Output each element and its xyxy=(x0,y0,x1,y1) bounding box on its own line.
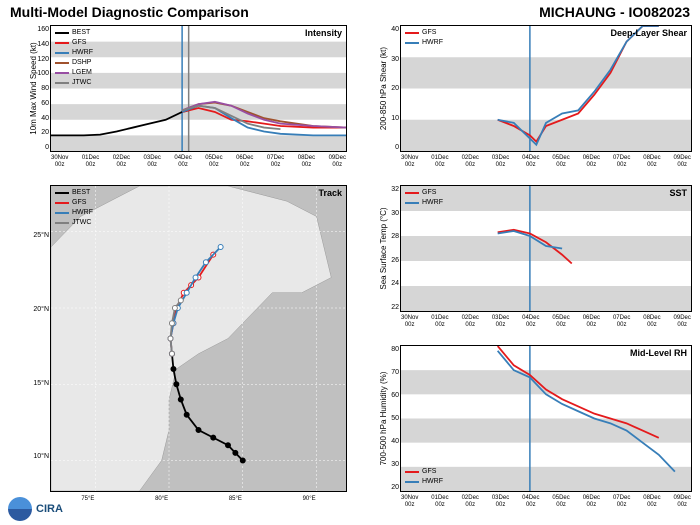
sst-xaxis: 30Nov00z01Dec00z02Dec00z03Dec00z04Dec00z… xyxy=(401,315,691,329)
sst-yaxis: 222426283032 xyxy=(383,186,399,311)
intensity-xaxis: 30Nov00z01Dec00z02Dec00z03Dec00z04Dec00z… xyxy=(51,155,346,169)
noaa-logo-icon xyxy=(8,497,32,521)
cira-logo-text: CIRA xyxy=(36,503,63,515)
rh-legend: GFSHWRF xyxy=(405,467,443,487)
panel-track: Track BESTGFSHWRFJTWC 10°N15°N20°N25°N 7… xyxy=(50,185,347,492)
shear-title: Deep-Layer Shear xyxy=(610,28,687,38)
track-title: Track xyxy=(318,188,342,198)
intensity-title: Intensity xyxy=(305,28,342,38)
sst-legend: GFSHWRF xyxy=(405,188,443,208)
rh-title: Mid-Level RH xyxy=(630,348,687,358)
track-yaxis: 10°N15°N20°N25°N xyxy=(21,232,49,461)
storm-title: MICHAUNG - IO082023 xyxy=(539,4,690,20)
shear-yaxis: 010203040 xyxy=(383,26,399,151)
logos: CIRA xyxy=(8,497,63,521)
panel-rh: Mid-Level RH 700-500 hPa Humidity (%) GF… xyxy=(400,345,692,492)
track-legend: BESTGFSHWRFJTWC xyxy=(55,188,93,228)
sst-title: SST xyxy=(669,188,687,198)
rh-xaxis: 30Nov00z01Dec00z02Dec00z03Dec00z04Dec00z… xyxy=(401,495,691,509)
panel-shear: Deep-Layer Shear 200-850 hPa Shear (kt) … xyxy=(400,25,692,152)
shear-xaxis: 30Nov00z01Dec00z02Dec00z03Dec00z04Dec00z… xyxy=(401,155,691,169)
intensity-legend: BESTGFSHWRFDSHPLGEMJTWC xyxy=(55,28,93,88)
shear-legend: GFSHWRF xyxy=(405,28,443,48)
panel-intensity: Intensity 10m Max Wind Speed (kt) BESTGF… xyxy=(50,25,347,152)
track-xaxis: 75°E80°E85°E90°E xyxy=(51,496,346,503)
panel-sst: SST Sea Surface Temp (°C) GFSHWRF 222426… xyxy=(400,185,692,312)
main-title: Multi-Model Diagnostic Comparison xyxy=(10,4,249,20)
intensity-yaxis: 020406080100120140160 xyxy=(33,26,49,151)
rh-yaxis: 20304050607080 xyxy=(383,346,399,491)
